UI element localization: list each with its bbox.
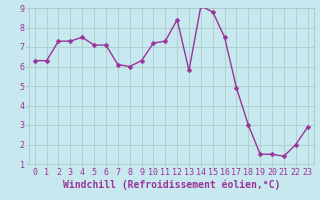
X-axis label: Windchill (Refroidissement éolien,°C): Windchill (Refroidissement éolien,°C) <box>62 180 280 190</box>
